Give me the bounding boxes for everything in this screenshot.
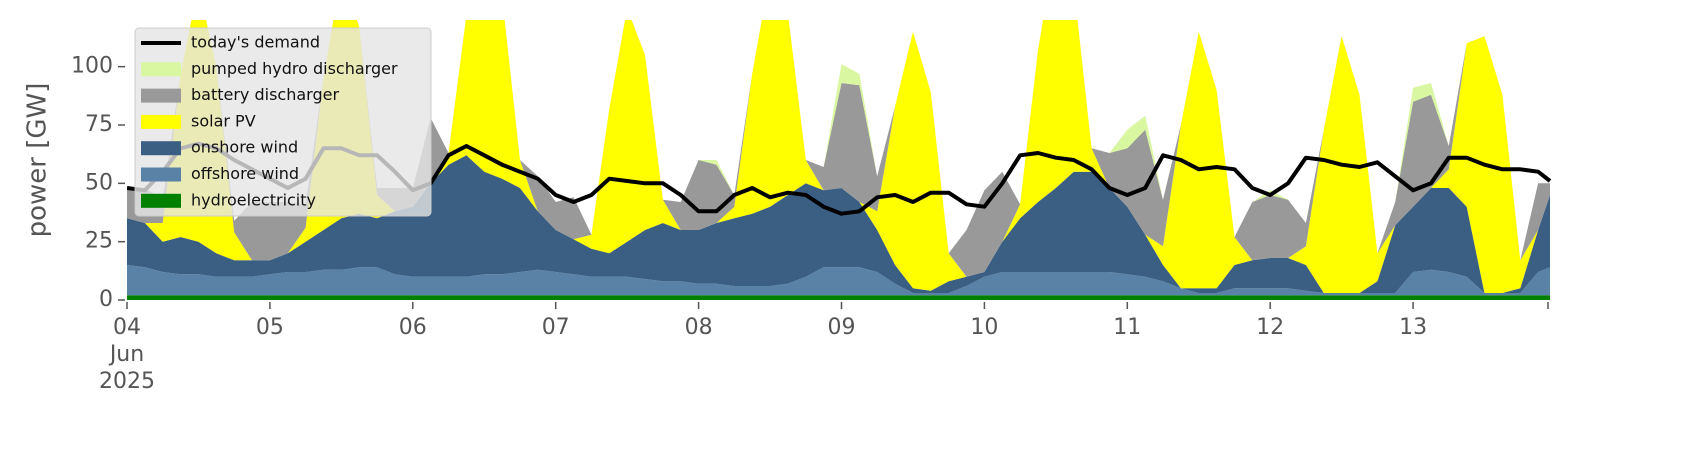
x-tick-label: 10 [970,315,999,340]
y-tick-label: 75 [85,112,113,137]
y-tick-label: 100 [71,54,113,79]
legend: today's demand pumped hydro discharger bat… [134,27,432,217]
legend-label: offshore wind [191,164,299,183]
legend-label: onshore wind [191,138,298,157]
legend-swatch [141,62,181,77]
x-tick-label: 09 [827,315,856,340]
legend-swatch [141,193,181,208]
legend-swatch [141,141,181,156]
x-tick-label: 04 Jun 2025 [99,315,155,394]
legend-label: pumped hydro discharger [191,59,398,78]
y-tick-label: 25 [85,229,113,254]
y-tick-label: 50 [85,170,113,195]
area [127,20,1550,293]
y-axis-label: power [GW] [23,83,53,238]
y-tick-label: 0 [99,287,113,312]
x-tick-label: 05 [255,315,284,340]
x-tick-label: 08 [684,315,713,340]
area [127,20,1550,277]
x-tick-label: 07 [541,315,570,340]
area [127,155,1550,293]
legend-label: hydroelectricity [191,190,316,209]
legend-swatch [141,114,181,129]
x-tick-label: 11 [1113,315,1142,340]
legend-label: battery discharger [191,85,339,104]
plot-area [127,20,1552,300]
legend-box [134,27,432,217]
legend-label: solar PV [191,111,256,130]
legend-swatch [141,167,181,182]
area [127,265,1550,296]
legend-label: today's demand [191,33,320,52]
legend-swatch [141,88,181,103]
x-tick-label: 12 [1256,315,1285,340]
area [127,295,1550,300]
x-tick-label: 06 [398,315,427,340]
x-tick-label: 13 [1399,315,1428,340]
